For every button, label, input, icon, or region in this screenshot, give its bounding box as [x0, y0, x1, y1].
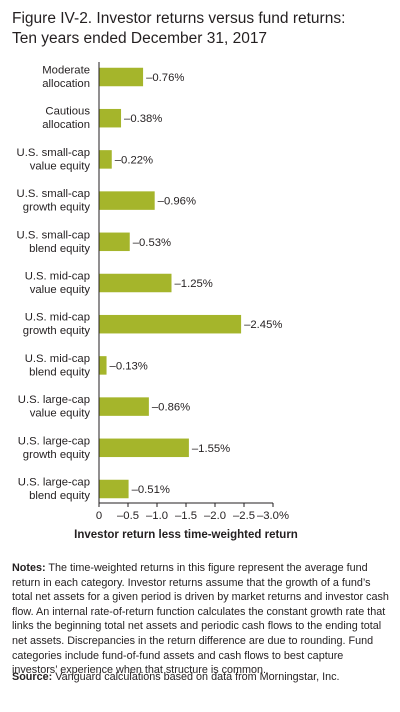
x-tick-label: –2.0 — [204, 510, 226, 522]
notes-text: The time-weighted returns in this figure… — [12, 562, 389, 677]
source-text: Vanguard calculations based on data from… — [52, 671, 340, 683]
notes-label: Notes: — [12, 562, 46, 574]
category-label: Cautious allocation — [42, 106, 90, 132]
chart-title: Figure IV-2. Investor returns versus fun… — [12, 9, 392, 49]
bar — [99, 150, 112, 169]
notes-paragraph: Notes: The time-weighted returns in this… — [12, 561, 390, 678]
category-label-line: growth equity — [23, 202, 91, 214]
category-label: U.S. small-cap growth equity — [17, 188, 91, 214]
data-label: –0.53% — [133, 237, 171, 249]
data-label: –0.22% — [115, 154, 153, 166]
category-label-line: Cautious — [45, 106, 90, 118]
bar — [99, 273, 172, 293]
category-label-line: U.S. large-cap — [18, 394, 90, 406]
category-label-line: blend equity — [29, 490, 90, 502]
x-tick-label: –1.5 — [175, 510, 197, 522]
x-axis-title: Investor return less time-weighted retur… — [74, 529, 298, 541]
category-label: U.S. large-cap growth equity — [18, 435, 91, 461]
data-label: –1.25% — [175, 278, 213, 290]
bar — [99, 191, 155, 210]
category-label-line: U.S. mid-cap — [25, 271, 90, 283]
bar — [99, 438, 189, 458]
category-label-line: blend equity — [29, 243, 90, 255]
category-label: U.S. large-cap blend equity — [18, 477, 91, 503]
category-label: U.S. small-cap value equity — [17, 147, 91, 173]
data-label: –0.51% — [132, 484, 170, 496]
category-label: U.S. small-cap blend equity — [17, 229, 91, 255]
bar — [99, 479, 129, 499]
x-tick-label: –3.0% — [257, 510, 289, 522]
category-label-line: allocation — [42, 78, 90, 90]
data-label: –1.55% — [192, 443, 230, 455]
category-label-line: growth equity — [23, 449, 91, 461]
category-label-line: U.S. mid-cap — [25, 353, 90, 365]
source-label: Source: — [12, 671, 53, 683]
data-label: –0.13% — [110, 360, 148, 372]
bar — [99, 232, 130, 252]
category-label: U.S. mid-cap value equity — [25, 271, 91, 297]
category-label-line: growth equity — [23, 325, 91, 337]
category-label: U.S. large-cap value equity — [18, 394, 91, 420]
category-label: Moderate allocation — [42, 65, 90, 91]
category-label-line: value equity — [30, 284, 91, 296]
source-line: Source: Vanguard calculations based on d… — [12, 670, 390, 684]
chart-title-line-1: Figure IV-2. Investor returns versus fun… — [12, 10, 346, 27]
category-label-line: value equity — [30, 408, 91, 420]
category-label-line: blend equity — [29, 366, 90, 378]
category-label: U.S. mid-cap growth equity — [23, 312, 91, 338]
category-label-line: Moderate — [42, 65, 90, 77]
category-label-line: U.S. small-cap — [17, 188, 90, 200]
category-label-line: value equity — [30, 160, 91, 172]
category-label-line: U.S. small-cap — [17, 229, 90, 241]
x-tick-label: –2.5 — [233, 510, 255, 522]
category-label-line: U.S. large-cap — [18, 477, 90, 489]
data-label: –0.76% — [146, 72, 184, 84]
category-label-line: U.S. mid-cap — [25, 312, 90, 324]
bar — [99, 314, 242, 334]
data-label: –0.86% — [152, 402, 190, 414]
category-label-line: U.S. large-cap — [18, 435, 90, 447]
bar — [99, 67, 144, 87]
x-tick-label: –0.5 — [117, 510, 139, 522]
x-tick-label: –1.0 — [146, 510, 168, 522]
bar-chart: Moderate allocation –0.76%Cautious allocati… — [17, 62, 298, 541]
data-label: –0.96% — [158, 196, 196, 208]
bar — [99, 108, 122, 128]
bar — [99, 356, 107, 375]
x-tick-label: 0 — [96, 510, 102, 522]
data-label: –0.38% — [124, 113, 162, 125]
category-label: U.S. mid-cap blend equity — [25, 353, 91, 379]
chart-title-line-2: Ten years ended December 31, 2017 — [12, 30, 268, 47]
category-label-line: U.S. small-cap — [17, 147, 90, 159]
data-label: –2.45% — [244, 319, 282, 331]
category-label-line: allocation — [42, 119, 90, 131]
bar — [99, 397, 149, 416]
